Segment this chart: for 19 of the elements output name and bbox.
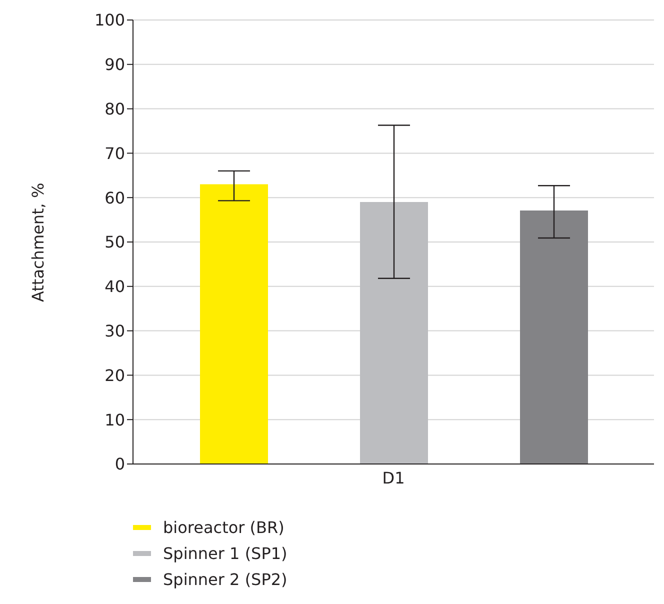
y-tick-label: 50 [104,232,125,252]
legend-label: bioreactor (BR) [163,518,284,536]
y-tick-label: 90 [104,55,125,74]
legend-label: Spinner 2 (SP2) [163,570,288,588]
y-tick-label: 10 [104,410,125,430]
y-axis-title: Attachment, % [28,182,48,302]
y-tick-label: 60 [104,188,125,208]
x-tick-label: D1 [382,468,405,488]
bar [520,210,588,464]
legend-label: Spinner 1 (SP1) [163,544,288,562]
y-tick-label: 70 [104,144,125,163]
y-tick-label: 40 [104,277,125,296]
bar [360,202,428,464]
y-tick-label: 20 [104,366,125,385]
y-tick-label: 80 [104,99,125,118]
y-tick-label: 0 [114,454,125,474]
y-tick-label: 30 [104,321,125,340]
bar [200,184,268,464]
y-tick-label: 100 [94,10,125,30]
